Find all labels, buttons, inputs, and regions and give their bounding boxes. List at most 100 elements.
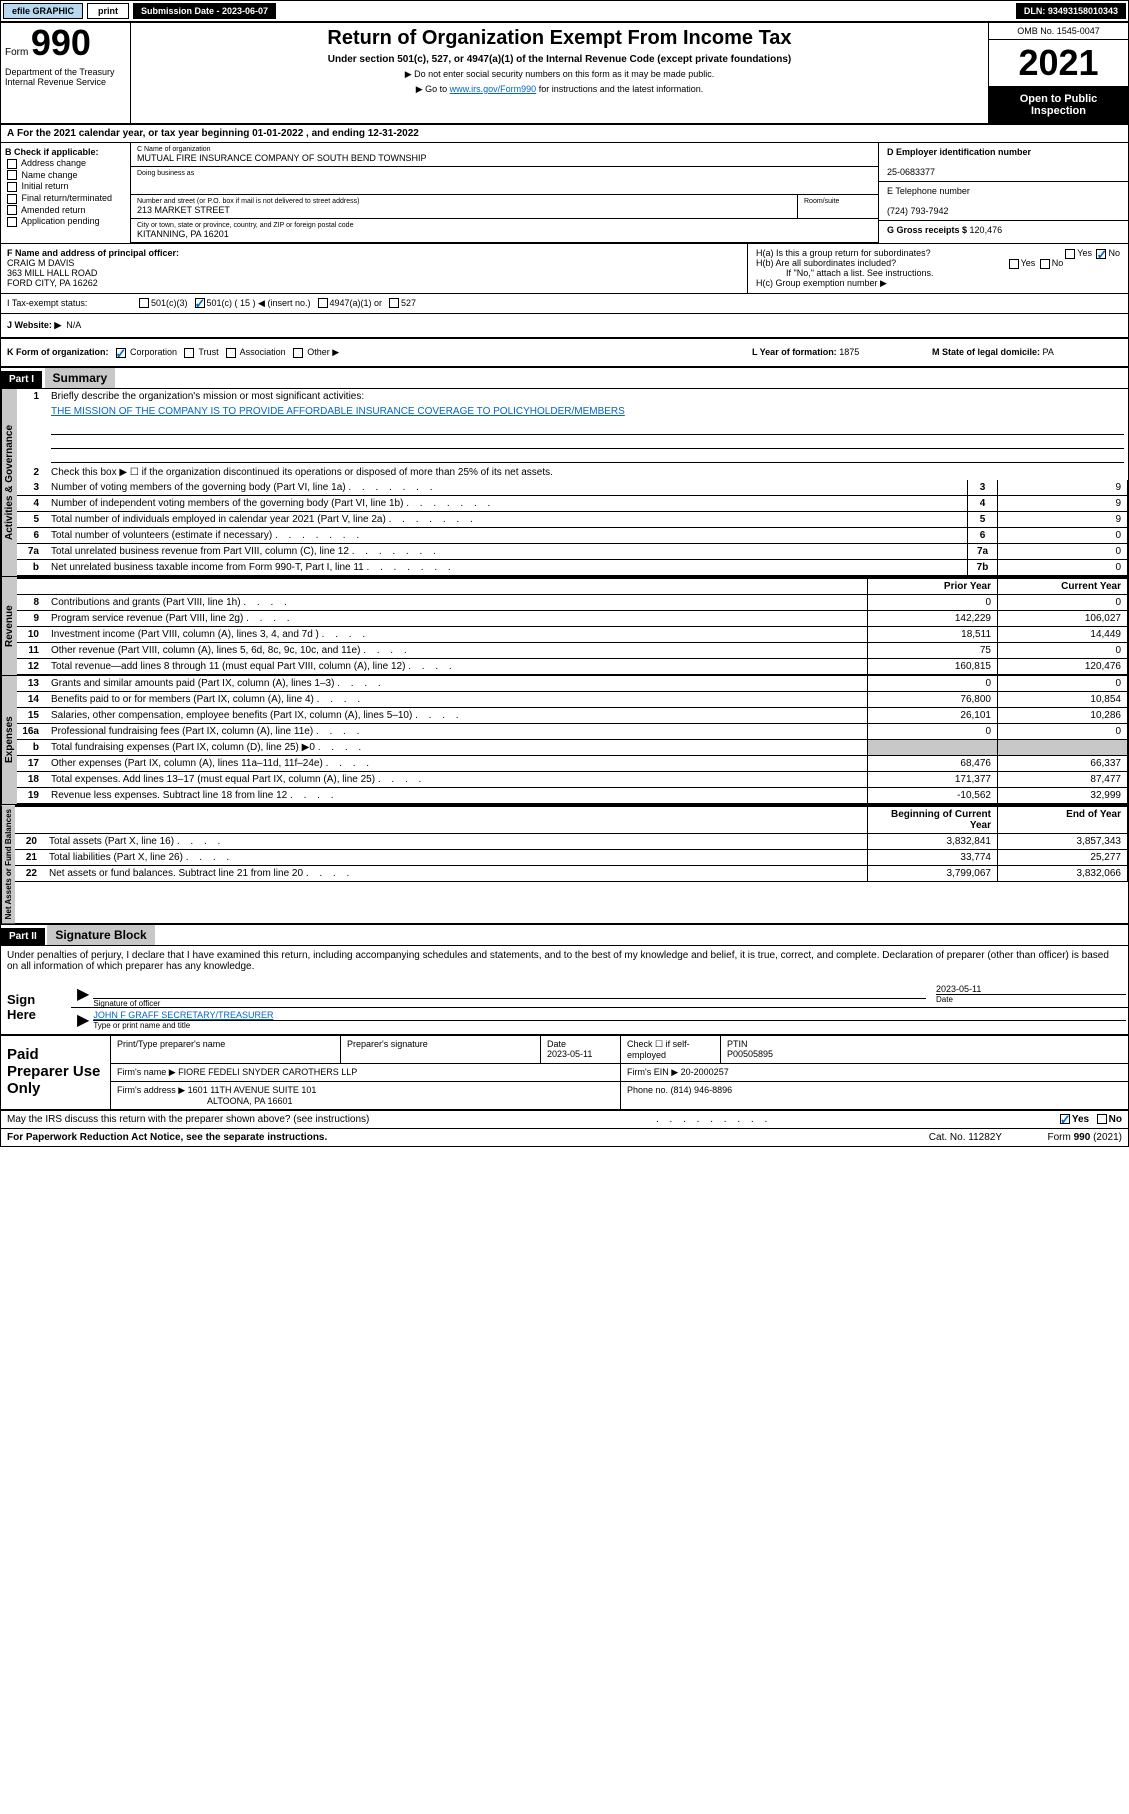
subtitle-section: Under section 501(c), 527, or 4947(a)(1)…: [141, 54, 978, 65]
formation-label: L Year of formation:: [752, 347, 839, 357]
tax-year: 2021: [989, 40, 1128, 87]
corp-checkbox[interactable]: [116, 348, 126, 358]
assoc-checkbox[interactable]: [226, 348, 236, 358]
efile-graphic-button[interactable]: efile GRAPHIC: [3, 3, 83, 19]
prep-date: 2023-05-11: [547, 1049, 592, 1059]
hb-yes-checkbox[interactable]: [1009, 259, 1019, 269]
street-label: Number and street (or P.O. box if mail i…: [137, 198, 791, 205]
prior-value: 3,832,841: [868, 834, 998, 850]
ptin-value: P00505895: [727, 1049, 773, 1059]
part1-title: Summary: [45, 368, 116, 388]
prior-value: 0: [868, 595, 998, 611]
no-label: No: [1108, 248, 1120, 258]
summary-line-text: Total expenses. Add lines 13–17 (must eq…: [47, 772, 868, 788]
print-button[interactable]: print: [87, 3, 129, 19]
line2-text: Check this box ▶ ☐ if the organization d…: [47, 465, 1128, 480]
formation-year: 1875: [839, 347, 859, 357]
current-year-hdr: Current Year: [998, 578, 1128, 595]
prior-value: 0: [868, 676, 998, 692]
summary-line-text: Net assets or fund balances. Subtract li…: [45, 866, 868, 882]
line1-label: Briefly describe the organization's miss…: [47, 389, 1128, 404]
initial-return-checkbox[interactable]: [7, 182, 17, 192]
summary-line-text: Contributions and grants (Part VIII, lin…: [47, 595, 868, 611]
current-value: 87,477: [998, 772, 1128, 788]
officer-addr1: 363 MILL HALL ROAD: [7, 268, 97, 278]
prior-value: 33,774: [868, 850, 998, 866]
current-value: 0: [998, 676, 1128, 692]
tel-value: (724) 793-7942: [887, 206, 949, 216]
line-value: 9: [998, 480, 1128, 496]
cb-amend: Amended return: [21, 205, 86, 215]
domicile-label: M State of legal domicile:: [932, 347, 1043, 357]
vert-revenue: Revenue: [1, 577, 17, 675]
line-ref: 4: [968, 496, 998, 512]
trust-checkbox[interactable]: [184, 348, 194, 358]
mission-text[interactable]: THE MISSION OF THE COMPANY IS TO PROVIDE…: [51, 406, 625, 417]
officer-name: CRAIG M DAVIS: [7, 258, 74, 268]
may-discuss-label: May the IRS discuss this return with the…: [7, 1114, 369, 1125]
part1-header: Part I: [1, 371, 42, 388]
final-return-checkbox[interactable]: [7, 194, 17, 204]
address-change-checkbox[interactable]: [7, 159, 17, 169]
current-value: 0: [998, 724, 1128, 740]
date-label: Date: [936, 994, 1126, 1004]
summary-line-text: Number of independent voting members of …: [47, 496, 968, 512]
sig-date: 2023-05-11: [936, 984, 981, 994]
summary-line-text: Number of voting members of the governin…: [47, 480, 968, 496]
hb-no-checkbox[interactable]: [1040, 259, 1050, 269]
yes-label-2: Yes: [1021, 258, 1036, 268]
section-a-tax-year: A For the 2021 calendar year, or tax yea…: [1, 125, 1128, 143]
website-label: J Website: ▶: [7, 320, 61, 331]
summary-line-text: Grants and similar amounts paid (Part IX…: [47, 676, 868, 692]
discuss-no-checkbox[interactable]: [1097, 1114, 1107, 1124]
summary-line-text: Benefits paid to or for members (Part IX…: [47, 692, 868, 708]
no-label-3: No: [1109, 1114, 1122, 1125]
501c-checkbox[interactable]: [195, 298, 205, 308]
prior-value: 75: [868, 643, 998, 659]
firm-ein-label: Firm's EIN ▶: [627, 1067, 678, 1077]
opt-527: 527: [401, 298, 416, 309]
tax-year-range: For the 2021 calendar year, or tax year …: [17, 128, 419, 139]
prior-year-hdr: Prior Year: [868, 578, 998, 595]
prior-value: 3,799,067: [868, 866, 998, 882]
amended-return-checkbox[interactable]: [7, 205, 17, 215]
summary-line-text: Revenue less expenses. Subtract line 18 …: [47, 788, 868, 804]
opt-trust: Trust: [198, 347, 218, 357]
app-pending-checkbox[interactable]: [7, 217, 17, 227]
other-checkbox[interactable]: [293, 348, 303, 358]
discuss-yes-checkbox[interactable]: [1060, 1114, 1070, 1124]
ha-no-checkbox[interactable]: [1096, 249, 1106, 259]
current-value: 106,027: [998, 611, 1128, 627]
4947-checkbox[interactable]: [318, 298, 328, 308]
summary-line-text: Total number of volunteers (estimate if …: [47, 528, 968, 544]
name-change-checkbox[interactable]: [7, 170, 17, 180]
signer-name[interactable]: JOHN F GRAFF SECRETARY/TREASURER: [93, 1010, 273, 1020]
prior-value: [868, 740, 998, 756]
prior-value: 171,377: [868, 772, 998, 788]
form-org-label: K Form of organization:: [7, 347, 109, 357]
527-checkbox[interactable]: [389, 298, 399, 308]
line-value: 0: [998, 560, 1128, 576]
arrow-icon-2: ▶: [73, 1010, 93, 1032]
website-value: N/A: [66, 320, 81, 331]
part2-header: Part II: [1, 928, 45, 945]
summary-line-text: Total unrelated business revenue from Pa…: [47, 544, 968, 560]
sig-officer-label: Signature of officer: [93, 998, 926, 1008]
summary-line-text: Total fundraising expenses (Part IX, col…: [47, 740, 868, 756]
street-address: 213 MARKET STREET: [137, 205, 791, 215]
form-header: Form 990 Department of the Treasury Inte…: [1, 23, 1128, 125]
gross-label: G Gross receipts $: [887, 225, 970, 235]
self-emp-label: Check ☐ if self-employed: [621, 1036, 721, 1063]
firm-addr1: 1601 11TH AVENUE SUITE 101: [188, 1085, 317, 1095]
ha-yes-checkbox[interactable]: [1065, 249, 1075, 259]
cat-no: Cat. No. 11282Y: [929, 1132, 1002, 1143]
current-value: 0: [998, 595, 1128, 611]
paid-preparer-label: Paid Preparer Use Only: [1, 1036, 111, 1109]
vert-governance: Activities & Governance: [1, 389, 17, 576]
501c3-checkbox[interactable]: [139, 298, 149, 308]
page-title: Return of Organization Exempt From Incom…: [141, 27, 978, 50]
prior-value: 18,511: [868, 627, 998, 643]
irs-link[interactable]: www.irs.gov/Form990: [450, 84, 537, 94]
line-value: 0: [998, 544, 1128, 560]
form-number: 990: [31, 22, 91, 63]
